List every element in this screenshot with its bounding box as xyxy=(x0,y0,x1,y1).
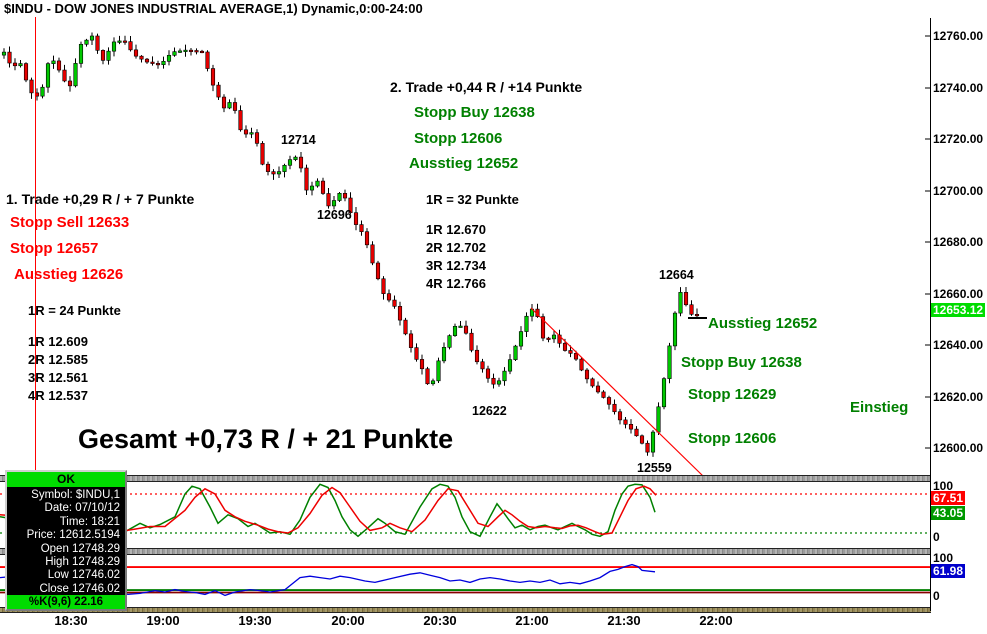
panel-bottom-bar xyxy=(0,607,931,613)
price-axis-label: 12620.00 xyxy=(933,390,984,404)
price-axis-label: 12760.00 xyxy=(933,29,984,43)
annotation-trade2: Stopp 12606 xyxy=(414,130,503,147)
indicator2-scale-bottom: 0 xyxy=(933,589,940,603)
price-axis-line xyxy=(930,18,931,611)
annotation-trade2: 3R 12.734 xyxy=(426,258,486,273)
price-axis-label: 12740.00 xyxy=(933,81,984,95)
annotation-right: Stopp Buy 12638 xyxy=(681,354,802,371)
indicator1-red-value-badge: 67.51 xyxy=(931,491,966,505)
annotation-trade1: 1. Trade +0,29 R / + 7 Punkte xyxy=(6,191,195,207)
annotation-trade1: Stopp Sell 12633 xyxy=(10,214,130,231)
indicator2-scale-top: 100 xyxy=(933,551,954,565)
indicator1-scale-bottom: 0 xyxy=(933,530,940,544)
time-axis-label: 20:00 xyxy=(331,613,365,628)
time-axis-label: 20:30 xyxy=(423,613,457,628)
last-price-tag: 12653.12 xyxy=(931,303,986,317)
annotation-right: Stopp 12629 xyxy=(688,386,777,403)
swing-price-label: 12696 xyxy=(317,208,352,222)
indicator2-blue-value-badge: 61.98 xyxy=(931,564,966,578)
indicator1-scale-top: 100 xyxy=(933,479,954,493)
swing-price-label: 12622 xyxy=(472,404,507,418)
annotation-trade1: 1R = 24 Punkte xyxy=(28,303,121,318)
tooltip-row: Open 12748.29 xyxy=(40,542,120,555)
price-axis-label: 12640.00 xyxy=(933,338,984,352)
annotation-trade1: 3R 12.561 xyxy=(28,370,88,385)
annotation-right: Einstieg xyxy=(850,399,909,416)
panel-splitter-1[interactable] xyxy=(0,475,931,482)
annotation-trade2: 2R 12.702 xyxy=(426,240,486,255)
tooltip-values: Symbol: $INDU,1 Date: 07/10/12 Time: 18:21… xyxy=(7,487,125,596)
price-axis-label: 12600.00 xyxy=(933,441,984,455)
time-axis-label: 21:30 xyxy=(607,613,641,628)
annotation-trade2: 4R 12.766 xyxy=(426,276,486,291)
price-axis-label: 12700.00 xyxy=(933,184,984,198)
annotation-trade2: 2. Trade +0,44 R / +14 Punkte xyxy=(390,79,583,95)
data-window-tooltip[interactable]: OK Symbol: $INDU,1 Date: 07/10/12 Time: 18… xyxy=(5,470,127,611)
tooltip-row: Symbol: $INDU,1 xyxy=(31,489,120,501)
session-separator-line xyxy=(35,17,36,475)
annotation-trade2: Stopp Buy 12638 xyxy=(414,104,535,121)
annotation-trade1: 4R 12.537 xyxy=(28,388,88,403)
chart-title: $INDU - DOW JONES INDUSTRIAL AVERAGE,1) … xyxy=(4,1,423,16)
tooltip-stochastic-value: %K(9,6) 22.16 xyxy=(7,595,125,609)
swing-price-label: 12559 xyxy=(637,461,672,475)
panel-splitter-2[interactable] xyxy=(0,548,931,555)
time-axis-label: 18:30 xyxy=(54,613,88,628)
annotation-trade2: 1R 12.670 xyxy=(426,222,486,237)
tooltip-row: Time: 18:21 xyxy=(59,515,120,528)
annotation-trade2: 1R = 32 Punkte xyxy=(426,192,519,207)
annotation-trade1: Stopp 12657 xyxy=(10,240,99,257)
price-axis-label: 12680.00 xyxy=(933,235,984,249)
gesamt-summary-label: Gesamt +0,73 R / + 21 Punkte xyxy=(78,424,454,454)
time-axis-label: 19:00 xyxy=(146,613,180,628)
annotation-right: Stopp 12606 xyxy=(688,430,777,447)
annotation-right: Ausstieg 12652 xyxy=(708,315,818,332)
annotation-trade1: 1R 12.609 xyxy=(28,334,88,349)
price-axis-label: 12660.00 xyxy=(933,287,984,301)
time-axis-label: 21:00 xyxy=(515,613,549,628)
tooltip-row: Low 12746.02 xyxy=(47,569,120,582)
tooltip-row: Date: 07/10/12 xyxy=(44,502,120,515)
swing-price-label: 12714 xyxy=(281,133,316,147)
swing-price-label: 12664 xyxy=(659,268,694,282)
time-axis-label: 22:00 xyxy=(699,613,733,628)
indicator1-green-value-badge: 43.05 xyxy=(931,506,966,520)
tooltip-row: High 12748.29 xyxy=(45,556,120,569)
time-axis-label: 19:30 xyxy=(238,613,272,628)
annotation-trade2: Ausstieg 12652 xyxy=(409,155,519,172)
annotation-trade1: 2R 12.585 xyxy=(28,352,88,367)
tooltip-row: Price: 12612.5194 xyxy=(26,529,120,542)
annotation-trade1: Ausstieg 12626 xyxy=(14,266,124,283)
price-axis-label: 12720.00 xyxy=(933,132,984,146)
tooltip-row: Close 12746.02 xyxy=(39,582,120,595)
tooltip-ok-button[interactable]: OK xyxy=(7,472,125,487)
